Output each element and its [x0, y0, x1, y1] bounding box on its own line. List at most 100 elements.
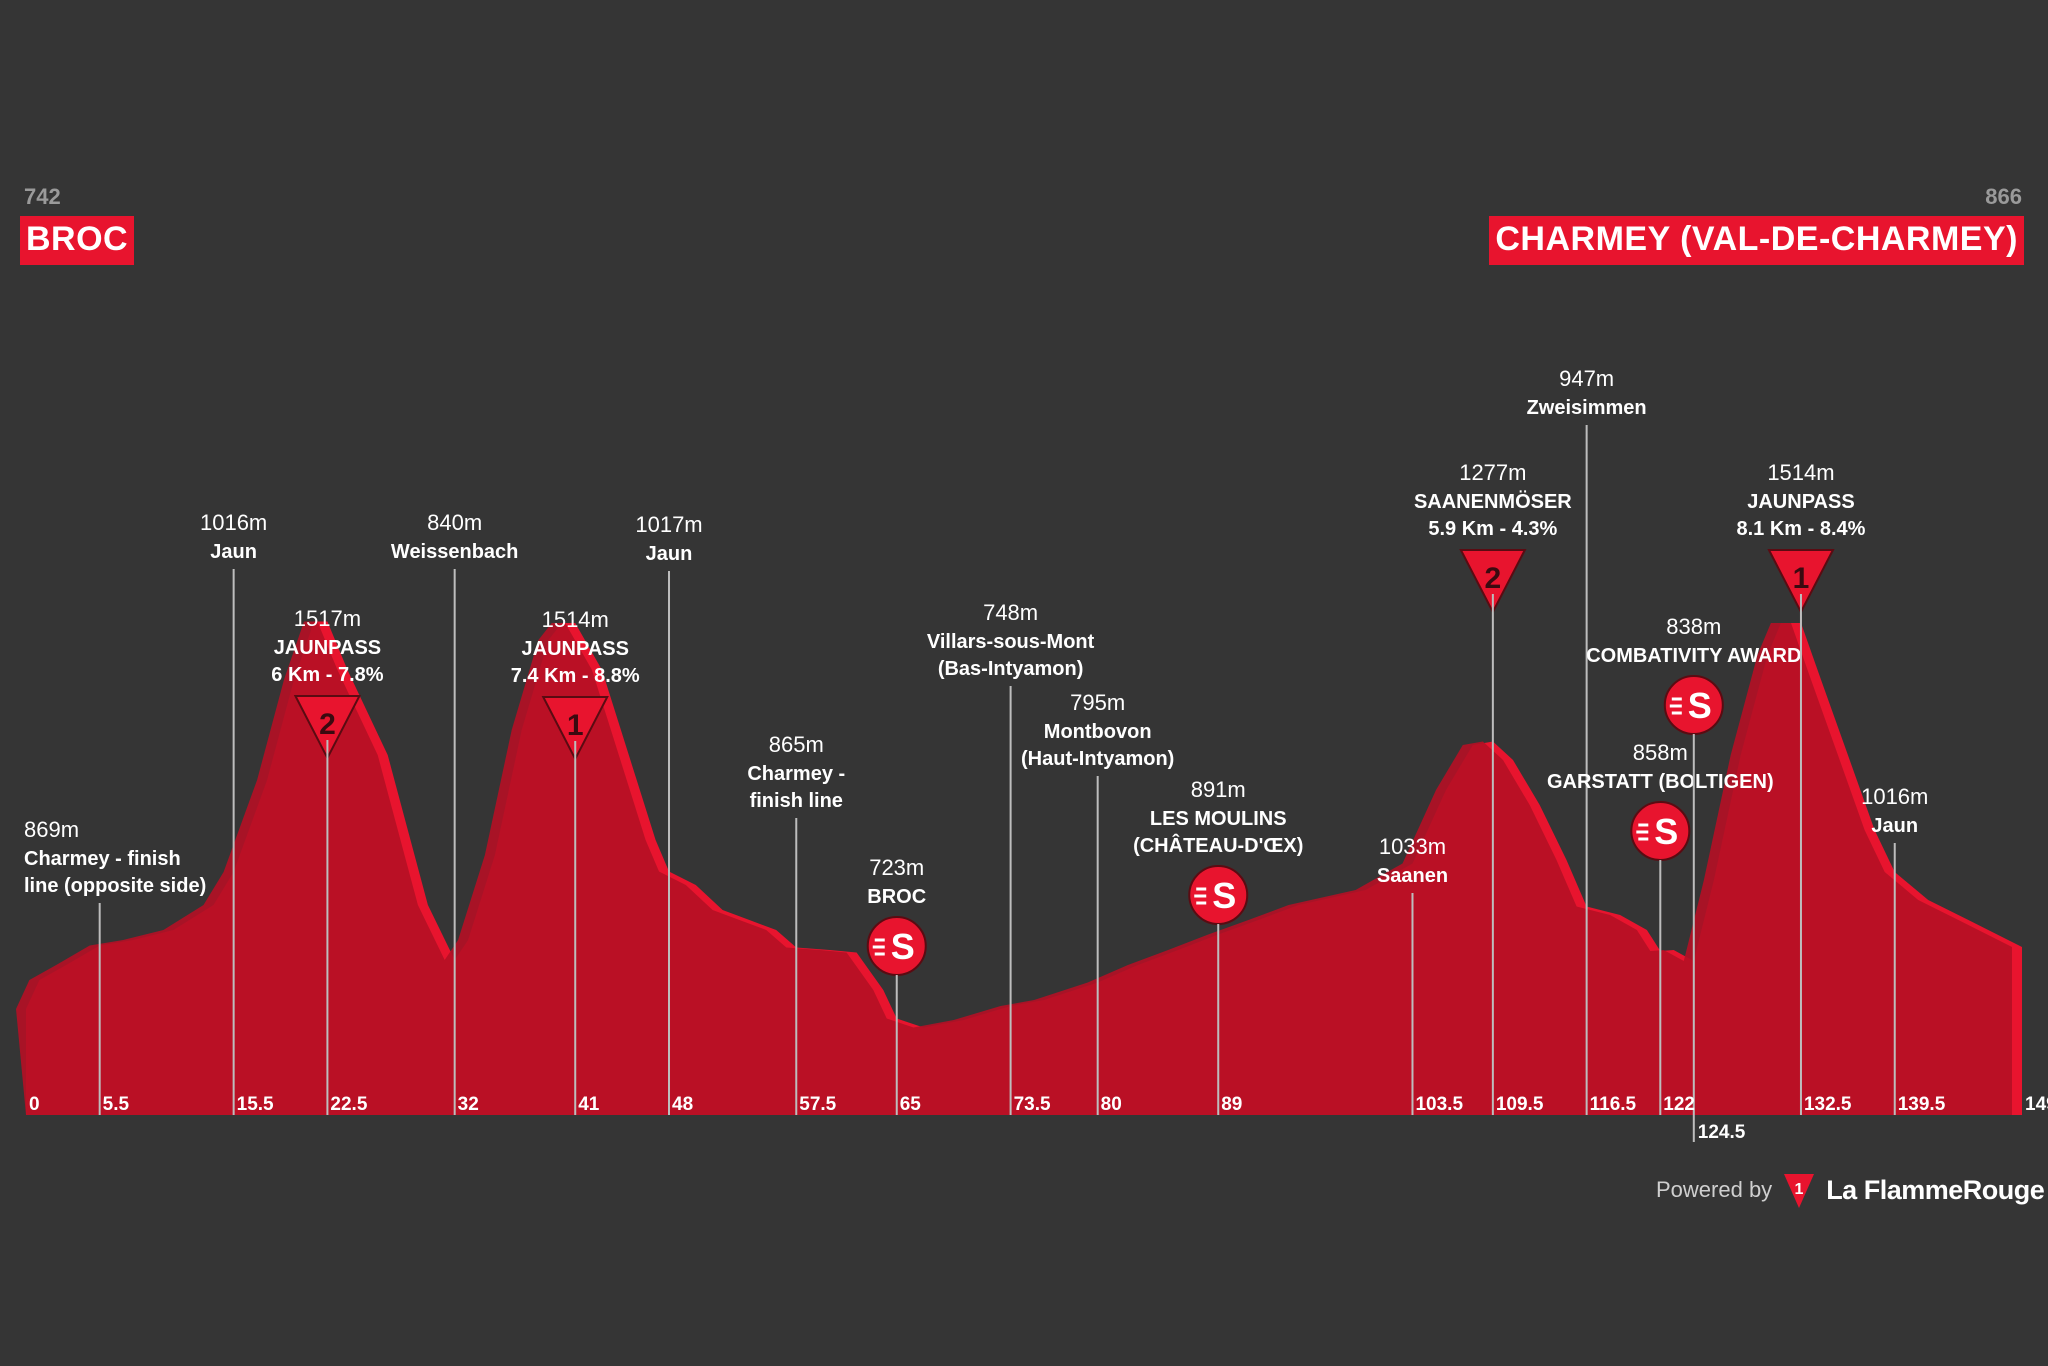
- x-tick-label: 65: [900, 1094, 922, 1115]
- sprint-speed-lines: [872, 938, 885, 956]
- x-tick-label: 124.5: [1698, 1122, 1746, 1143]
- marker-elevation-label: 1017m: [635, 512, 702, 537]
- x-tick-label: 5.5: [103, 1094, 130, 1115]
- marker-name-label: (Haut-Intyamon): [1021, 748, 1174, 770]
- x-tick-label: 22.5: [330, 1094, 367, 1115]
- profile-marker: 869m Charmey - finish line (opposite side): [24, 817, 206, 1115]
- kom-category-label: 2: [1485, 562, 1502, 595]
- profile-marker: 1016m Jaun: [200, 510, 267, 1115]
- profile-marker: 1017m Jaun: [635, 512, 703, 1115]
- kom-triangle-icon: [1459, 549, 1527, 615]
- marker-elevation-label: 1033m: [1379, 834, 1446, 859]
- marker-name-label: finish line: [750, 790, 843, 812]
- x-tick-label: 73.5: [1014, 1094, 1051, 1115]
- profile-marker: 1 1514m JAUNPASS 8.1 Km - 8.4%: [1736, 460, 1866, 1115]
- marker-name-label: Villars-sous-Mont: [927, 631, 1095, 653]
- x-tick-label: 122: [1663, 1094, 1695, 1115]
- powered-by-text: Powered by: [1656, 1177, 1773, 1202]
- marker-elevation-label: 1514m: [1767, 460, 1834, 485]
- x-tick-label: 32: [458, 1094, 479, 1115]
- profile-marker: 748m Villars-sous-Mont (Bas-Intyamon): [927, 600, 1095, 1115]
- marker-elevation-label: 838m: [1666, 614, 1721, 639]
- kom-triangle-icon: [1767, 549, 1835, 615]
- sprint-speed-lines: [1194, 887, 1207, 905]
- x-tick-label: 132.5: [1804, 1094, 1852, 1115]
- profile-marker: S 838m COMBATIVITY AWARD: [1586, 614, 1801, 1115]
- marker-name-label: line (opposite side): [24, 875, 206, 897]
- profile-marker: 1 1514m JAUNPASS 7.4 Km - 8.8%: [511, 607, 640, 1115]
- marker-name-label: 5.9 Km - 4.3%: [1428, 518, 1557, 540]
- start-city-label: BROC: [20, 216, 135, 265]
- marker-name-label: Zweisimmen: [1527, 397, 1647, 419]
- profile-marker: S 858m GARSTATT (BOLTIGEN): [1547, 740, 1774, 1115]
- marker-elevation-label: 723m: [869, 855, 924, 880]
- x-tick-label: 103.5: [1415, 1094, 1463, 1115]
- marker-name-label: Montbovon: [1044, 721, 1152, 743]
- x-tick-label: 149: [2025, 1094, 2048, 1115]
- x-tick-label: 139.5: [1898, 1094, 1946, 1115]
- x-tick-label: 109.5: [1496, 1094, 1544, 1115]
- marker-name-label: 6 Km - 7.8%: [271, 664, 383, 686]
- profile-marker: S 723m BROC: [866, 855, 927, 1115]
- marker-elevation-label: 1277m: [1459, 460, 1526, 485]
- marker-elevation-label: 1016m: [200, 510, 267, 535]
- start-altitude: 742: [24, 184, 61, 209]
- marker-name-label: Jaun: [1871, 815, 1918, 837]
- sprint-speed-lines: [1636, 823, 1649, 841]
- marker-elevation-label: 1514m: [542, 607, 609, 632]
- marker-elevation-label: 795m: [1070, 690, 1125, 715]
- marker-elevation-label: 865m: [769, 732, 824, 757]
- marker-elevation-label: 891m: [1191, 777, 1246, 802]
- marker-elevation-label: 1016m: [1861, 784, 1928, 809]
- profile-marker: 865m Charmey - finish line: [747, 732, 845, 1115]
- marker-name-label: Charmey -: [747, 763, 845, 785]
- kom-category-label: 1: [1793, 562, 1810, 595]
- sprint-s-glyph: S: [1654, 811, 1678, 852]
- marker-name-label: JAUNPASS: [274, 637, 381, 659]
- profile-shade: [16, 621, 2012, 1115]
- profile-marker: 840m Weissenbach: [391, 510, 518, 1115]
- brand-footer: Powered by 1 La FlammeRouge: [1656, 1170, 2045, 1210]
- marker-name-label: Charmey - finish: [24, 848, 181, 870]
- marker-name-label: BROC: [867, 886, 926, 908]
- x-tick-label: 48: [672, 1094, 693, 1115]
- marker-name-label: SAANENMÖSER: [1414, 490, 1572, 513]
- profile-marker: 1016m Jaun: [1861, 784, 1928, 1115]
- profile-marker: 1033m Saanen: [1377, 834, 1448, 1115]
- marker-name-label: JAUNPASS: [522, 638, 629, 660]
- finish-altitude: 866: [1985, 184, 2022, 209]
- sprint-s-glyph: S: [1212, 875, 1236, 916]
- marker-name-label: LES MOULINS: [1150, 808, 1287, 830]
- x-tick-label: 80: [1101, 1094, 1122, 1115]
- x-tick-label: 89: [1221, 1094, 1242, 1115]
- kom-category-label: 2: [319, 708, 336, 741]
- x-tick-label: 57.5: [799, 1094, 836, 1115]
- marker-name-label: JAUNPASS: [1747, 491, 1854, 513]
- sprint-s-glyph: S: [891, 926, 915, 967]
- marker-name-label: Weissenbach: [391, 541, 518, 563]
- sprint-s-glyph: S: [1688, 685, 1712, 726]
- brand-logo-text: 1: [1795, 1181, 1804, 1198]
- profile-marker: 2 1277m SAANENMÖSER 5.9 Km - 4.3%: [1414, 460, 1572, 1115]
- marker-name-label: 8.1 Km - 8.4%: [1736, 518, 1865, 540]
- marker-elevation-label: 748m: [983, 600, 1038, 625]
- x-tick-label: 116.5: [1590, 1094, 1637, 1115]
- profile-marker: S 891m LES MOULINS (CHÂTEAU-D'ŒX): [1133, 777, 1303, 1115]
- x-tick-label: 15.5: [237, 1094, 274, 1115]
- profile-marker: 947m Zweisimmen: [1527, 366, 1647, 1115]
- marker-elevation-label: 858m: [1633, 740, 1688, 765]
- marker-name-label: Jaun: [646, 543, 693, 565]
- marker-name-label: Jaun: [210, 541, 257, 563]
- marker-name-label: Saanen: [1377, 865, 1448, 887]
- finish-city-label: CHARMEY (VAL-DE-CHARMEY): [1489, 216, 2024, 265]
- marker-elevation-label: 947m: [1559, 366, 1614, 391]
- marker-name-label: (CHÂTEAU-D'ŒX): [1133, 833, 1303, 857]
- x-tick-label: 41: [578, 1094, 600, 1115]
- profile-marker: 2 1517m JAUNPASS 6 Km - 7.8%: [271, 606, 384, 1115]
- kom-category-label: 1: [567, 709, 584, 742]
- kom-triangle-icon: [293, 695, 362, 761]
- flamme-rouge-logo-icon: 1: [1784, 1174, 1815, 1208]
- sprint-speed-lines: [1669, 697, 1682, 715]
- marker-elevation-label: 1517m: [294, 606, 361, 631]
